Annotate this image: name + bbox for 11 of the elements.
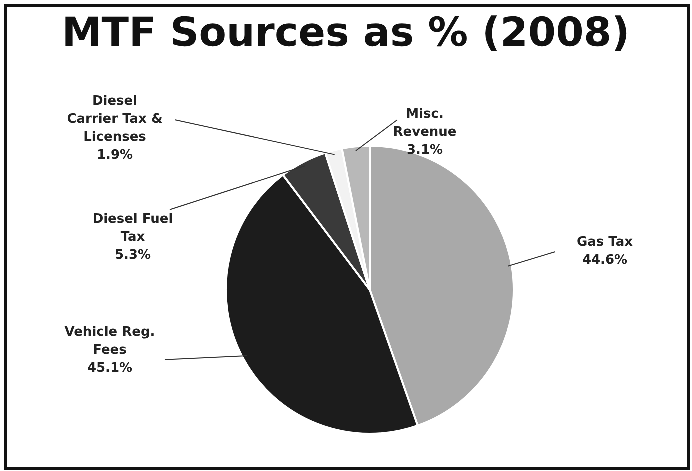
- data-label: 45.1%: [87, 360, 133, 376]
- data-label: 44.6%: [582, 252, 628, 268]
- slice-label: Vehicle Reg. Fees: [64, 324, 156, 358]
- data-label: 5.3%: [114, 248, 152, 263]
- chart-title: MTF Sources as % (2008): [60, 10, 632, 56]
- data-label: 1.9%: [96, 148, 134, 163]
- slice-label: Gas Tax: [576, 234, 634, 250]
- slice-label: Diesel Carrier Tax & Licenses: [67, 94, 163, 145]
- slice-label: Diesel Fuel Tax: [92, 212, 174, 245]
- data-label: 3.1%: [406, 142, 444, 158]
- slice-label: Misc. Revenue: [393, 106, 457, 140]
